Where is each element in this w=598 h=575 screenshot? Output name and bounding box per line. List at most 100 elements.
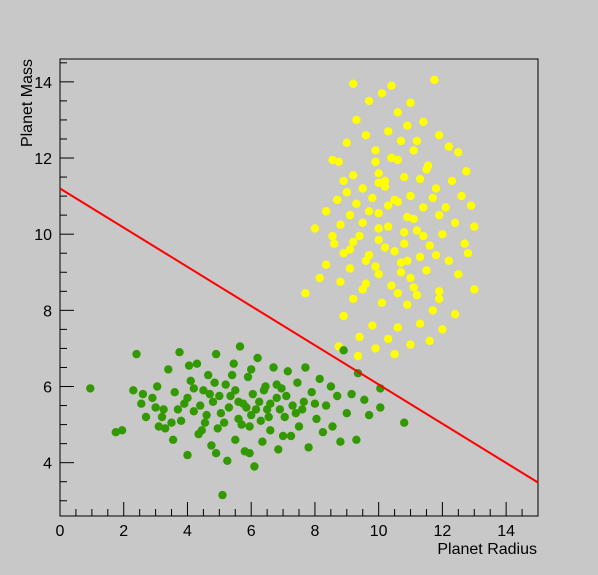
data-point-series-2 <box>183 450 192 460</box>
data-point-series-1 <box>368 193 377 203</box>
data-point-series-1 <box>352 199 361 208</box>
data-point-series-2 <box>310 399 320 408</box>
data-point-series-1 <box>371 262 380 271</box>
data-point-series-1 <box>361 256 371 265</box>
data-point-series-1 <box>425 241 434 250</box>
data-point-series-1 <box>390 195 399 205</box>
data-point-series-1 <box>329 239 339 248</box>
data-point-series-1 <box>384 127 393 136</box>
data-point-series-1 <box>374 169 383 178</box>
data-point-series-1 <box>315 273 324 283</box>
data-point-series-1 <box>419 231 428 241</box>
data-point-series-1 <box>444 142 453 151</box>
data-point-series-2 <box>247 410 256 420</box>
data-point-series-1 <box>349 237 358 246</box>
data-point-series-2 <box>250 462 259 471</box>
data-point-series-1 <box>419 117 428 127</box>
data-point-series-1 <box>345 245 355 254</box>
data-point-series-1 <box>409 214 418 224</box>
data-point-series-2 <box>186 376 195 385</box>
x-tick-label: 0 <box>56 523 65 540</box>
data-point-series-2 <box>153 382 162 391</box>
data-point-series-2 <box>264 412 273 422</box>
data-point-series-2 <box>189 407 198 416</box>
data-point-series-2 <box>339 346 348 355</box>
data-point-series-1 <box>342 188 351 197</box>
data-point-series-1 <box>470 222 479 231</box>
data-point-series-2 <box>272 393 281 403</box>
data-point-series-1 <box>333 195 342 205</box>
data-point-series-2 <box>258 437 267 446</box>
data-point-series-1 <box>355 231 364 241</box>
data-point-series-1 <box>352 115 361 125</box>
data-point-series-2 <box>231 386 240 395</box>
data-point-series-2 <box>159 405 168 414</box>
data-point-series-1 <box>430 75 439 85</box>
data-point-series-2 <box>293 378 302 387</box>
data-point-series-1 <box>415 252 425 262</box>
data-point-series-2 <box>328 422 337 431</box>
data-point-series-1 <box>371 146 380 155</box>
data-point-series-1 <box>454 270 463 279</box>
data-point-series-1 <box>339 176 348 186</box>
data-point-series-2 <box>283 367 292 376</box>
data-point-series-2 <box>243 372 253 382</box>
data-point-series-1 <box>371 344 380 353</box>
y-tick-label: 10 <box>34 227 52 244</box>
data-point-series-1 <box>406 340 415 349</box>
data-point-series-2 <box>138 389 148 399</box>
data-point-series-1 <box>384 334 393 344</box>
data-point-series-1 <box>463 249 473 258</box>
data-point-series-1 <box>419 203 428 212</box>
y-tick-label: 6 <box>43 380 52 397</box>
data-point-series-2 <box>312 414 321 424</box>
data-point-series-2 <box>211 349 221 359</box>
data-point-series-1 <box>328 155 337 165</box>
data-point-series-1 <box>377 89 387 98</box>
data-point-series-2 <box>272 380 281 389</box>
data-point-series-2 <box>234 397 243 406</box>
points-layer <box>86 75 479 500</box>
data-point-series-2 <box>223 456 232 465</box>
data-point-series-1 <box>435 131 444 140</box>
data-point-series-2 <box>247 365 256 374</box>
data-point-series-1 <box>435 210 444 220</box>
data-point-series-1 <box>342 138 351 147</box>
data-point-series-2 <box>168 435 178 444</box>
x-tick-label: 12 <box>434 523 452 540</box>
data-point-series-2 <box>170 388 179 397</box>
y-axis-title: Planet Mass <box>19 59 36 147</box>
data-point-series-2 <box>307 388 316 397</box>
data-point-series-1 <box>374 235 383 245</box>
data-point-series-1 <box>454 148 463 157</box>
data-point-series-1 <box>462 167 471 176</box>
data-point-series-2 <box>256 416 265 425</box>
data-point-series-1 <box>400 228 409 237</box>
data-point-series-1 <box>450 218 460 227</box>
data-point-series-1 <box>374 270 383 279</box>
data-point-series-2 <box>157 412 167 422</box>
data-point-series-2 <box>288 401 297 410</box>
data-point-series-1 <box>403 256 412 265</box>
data-point-series-2 <box>137 399 146 408</box>
data-point-series-1 <box>415 174 425 184</box>
data-point-series-2 <box>167 418 176 427</box>
y-tick-label: 8 <box>43 303 52 320</box>
data-point-series-2 <box>278 431 288 441</box>
x-tick-label: 8 <box>310 523 319 540</box>
data-point-series-2 <box>175 348 184 357</box>
data-point-series-2 <box>216 409 226 418</box>
data-point-series-1 <box>393 108 402 117</box>
data-point-series-1 <box>321 207 331 216</box>
data-point-series-1 <box>393 323 402 332</box>
x-tick-label: 4 <box>183 523 192 540</box>
data-point-series-2 <box>266 426 275 435</box>
data-point-series-2 <box>301 363 310 372</box>
data-point-series-2 <box>304 443 313 452</box>
data-point-series-1 <box>422 165 431 174</box>
data-point-series-2 <box>227 370 237 380</box>
data-point-series-2 <box>221 380 230 389</box>
data-point-series-1 <box>355 332 364 342</box>
data-point-series-1 <box>412 290 422 300</box>
